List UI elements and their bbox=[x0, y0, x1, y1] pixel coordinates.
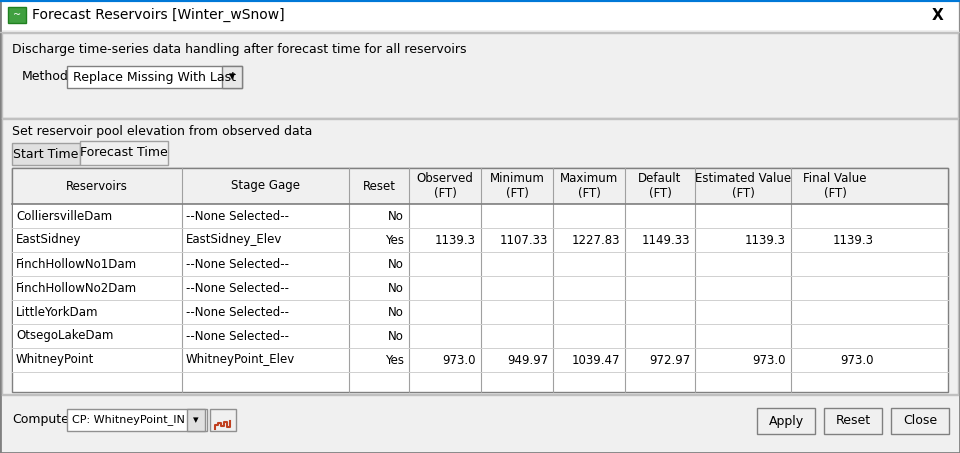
Text: Estimated Value: Estimated Value bbox=[695, 172, 791, 184]
Text: CP: WhitneyPoint_IN: CP: WhitneyPoint_IN bbox=[72, 414, 185, 425]
Text: No: No bbox=[388, 281, 404, 294]
Text: --None Selected--: --None Selected-- bbox=[186, 281, 289, 294]
Text: 1149.33: 1149.33 bbox=[641, 233, 690, 246]
Text: Discharge time-series data handling after forecast time for all reservoirs: Discharge time-series data handling afte… bbox=[12, 43, 467, 57]
Text: Reset: Reset bbox=[363, 179, 396, 193]
Text: 1139.3: 1139.3 bbox=[745, 233, 786, 246]
Text: (FT): (FT) bbox=[578, 187, 600, 199]
Text: Forecast Time: Forecast Time bbox=[80, 146, 168, 159]
Text: --None Selected--: --None Selected-- bbox=[186, 209, 289, 222]
Text: WhitneyPoint_Elev: WhitneyPoint_Elev bbox=[186, 353, 296, 366]
Bar bbox=[187, 409, 205, 431]
Bar bbox=[13, 228, 947, 252]
Bar bbox=[891, 408, 949, 434]
Text: Set reservoir pool elevation from observed data: Set reservoir pool elevation from observ… bbox=[12, 125, 312, 139]
Text: Compute:: Compute: bbox=[12, 414, 73, 427]
Bar bbox=[757, 408, 815, 434]
Text: FinchHollowNo2Dam: FinchHollowNo2Dam bbox=[16, 281, 137, 294]
Bar bbox=[13, 252, 947, 276]
Bar bbox=[2, 119, 958, 394]
Text: Final Value: Final Value bbox=[804, 172, 867, 184]
Bar bbox=[13, 348, 947, 372]
Text: Method:: Method: bbox=[22, 69, 73, 82]
Text: 1107.33: 1107.33 bbox=[499, 233, 548, 246]
Text: 973.0: 973.0 bbox=[841, 353, 874, 366]
Text: No: No bbox=[388, 257, 404, 270]
Bar bbox=[80, 141, 168, 165]
Bar bbox=[13, 276, 947, 300]
Text: (FT): (FT) bbox=[649, 187, 671, 199]
Bar bbox=[12, 143, 80, 165]
Text: ColliersvilleDam: ColliersvilleDam bbox=[16, 209, 112, 222]
Text: Default: Default bbox=[638, 172, 682, 184]
Text: OtsegoLakeDam: OtsegoLakeDam bbox=[16, 329, 113, 342]
Text: EastSidney: EastSidney bbox=[16, 233, 82, 246]
Text: (FT): (FT) bbox=[506, 187, 528, 199]
Text: X: X bbox=[932, 8, 944, 23]
Text: Reset: Reset bbox=[835, 414, 871, 428]
Text: --None Selected--: --None Selected-- bbox=[186, 329, 289, 342]
Text: WhitneyPoint: WhitneyPoint bbox=[16, 353, 94, 366]
Text: Close: Close bbox=[903, 414, 937, 428]
Bar bbox=[210, 409, 236, 431]
Text: No: No bbox=[388, 329, 404, 342]
Text: 1227.83: 1227.83 bbox=[571, 233, 620, 246]
Text: Reservoirs: Reservoirs bbox=[66, 179, 128, 193]
Text: (FT): (FT) bbox=[434, 187, 456, 199]
Text: Forecast Reservoirs [Winter_wSnow]: Forecast Reservoirs [Winter_wSnow] bbox=[32, 8, 284, 22]
Text: Minimum: Minimum bbox=[490, 172, 544, 184]
Text: ▾: ▾ bbox=[228, 71, 235, 83]
Text: --None Selected--: --None Selected-- bbox=[186, 305, 289, 318]
Bar bbox=[13, 324, 947, 348]
Bar bbox=[2, 33, 958, 118]
Bar bbox=[67, 409, 207, 431]
Text: Yes: Yes bbox=[385, 353, 404, 366]
Text: 949.97: 949.97 bbox=[507, 353, 548, 366]
Text: 1139.3: 1139.3 bbox=[435, 233, 476, 246]
Text: (FT): (FT) bbox=[824, 187, 847, 199]
Bar bbox=[12, 168, 948, 204]
Text: EastSidney_Elev: EastSidney_Elev bbox=[186, 233, 282, 246]
Text: LittleYorkDam: LittleYorkDam bbox=[16, 305, 99, 318]
Text: No: No bbox=[388, 305, 404, 318]
Text: Replace Missing With Last: Replace Missing With Last bbox=[73, 71, 236, 83]
Text: Maximum: Maximum bbox=[560, 172, 618, 184]
Bar bbox=[13, 204, 947, 228]
Text: Yes: Yes bbox=[385, 233, 404, 246]
Text: (FT): (FT) bbox=[732, 187, 755, 199]
Text: 1039.47: 1039.47 bbox=[571, 353, 620, 366]
Text: Observed: Observed bbox=[417, 172, 473, 184]
Text: --None Selected--: --None Selected-- bbox=[186, 257, 289, 270]
Text: 973.0: 973.0 bbox=[443, 353, 476, 366]
Text: No: No bbox=[388, 209, 404, 222]
Bar bbox=[2, 2, 958, 30]
Text: Stage Gage: Stage Gage bbox=[231, 179, 300, 193]
Text: ▾: ▾ bbox=[193, 415, 199, 425]
Bar bbox=[2, 396, 958, 451]
Bar bbox=[12, 168, 948, 392]
Text: Start Time: Start Time bbox=[13, 148, 79, 160]
Bar bbox=[67, 66, 242, 88]
Bar bbox=[824, 408, 882, 434]
Bar bbox=[222, 66, 242, 88]
Text: Apply: Apply bbox=[768, 414, 804, 428]
Bar bbox=[13, 300, 947, 324]
Text: 1139.3: 1139.3 bbox=[833, 233, 874, 246]
Bar bbox=[8, 7, 26, 23]
Text: 973.0: 973.0 bbox=[753, 353, 786, 366]
Text: ~: ~ bbox=[12, 10, 21, 20]
Text: 972.97: 972.97 bbox=[649, 353, 690, 366]
Text: FinchHollowNo1Dam: FinchHollowNo1Dam bbox=[16, 257, 137, 270]
